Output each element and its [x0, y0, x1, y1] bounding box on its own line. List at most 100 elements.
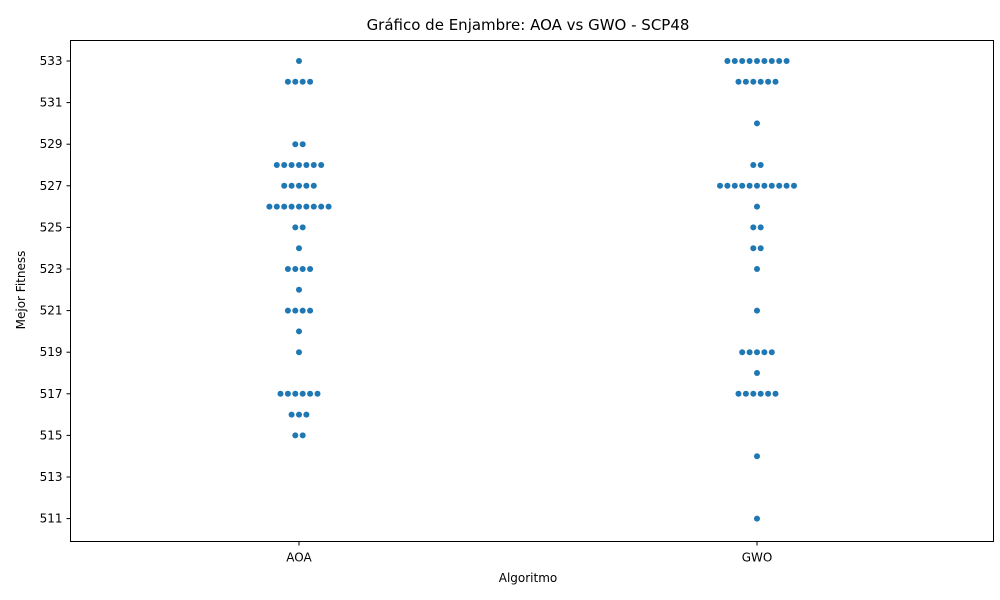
y-tick-label: 533: [40, 54, 63, 68]
data-point-gwo: [768, 182, 775, 189]
data-point-aoa: [299, 390, 306, 397]
data-point-aoa: [303, 162, 310, 168]
data-point-aoa: [284, 307, 291, 314]
data-point-aoa: [310, 203, 317, 210]
data-point-aoa: [273, 162, 280, 168]
data-point-gwo: [783, 182, 790, 189]
data-point-aoa: [296, 182, 302, 189]
data-point-aoa: [299, 78, 306, 85]
data-point-gwo: [757, 78, 764, 85]
data-point-aoa: [288, 182, 295, 189]
data-point-aoa: [296, 162, 302, 168]
data-point-aoa: [288, 411, 295, 418]
data-point-aoa: [307, 307, 314, 314]
data-point-gwo: [757, 162, 764, 168]
data-point-gwo: [754, 182, 760, 189]
data-point-aoa: [266, 203, 273, 210]
data-point-aoa: [292, 224, 299, 231]
data-point-gwo: [757, 224, 764, 231]
data-point-gwo: [761, 349, 768, 356]
data-point-gwo: [731, 58, 738, 64]
data-point-gwo: [772, 390, 779, 397]
data-point-gwo: [783, 58, 790, 64]
data-point-gwo: [739, 349, 746, 356]
data-point-gwo: [754, 453, 760, 460]
data-point-aoa: [296, 203, 302, 210]
data-point-gwo: [735, 78, 742, 85]
x-axis: AOA GWO: [286, 541, 773, 565]
data-point-gwo: [742, 390, 749, 397]
data-point-aoa: [307, 266, 314, 272]
data-point-aoa: [281, 162, 288, 168]
data-point-gwo: [754, 307, 760, 314]
y-tick-label: 525: [40, 220, 63, 234]
data-point-gwo: [750, 390, 757, 397]
data-point-aoa: [292, 390, 299, 397]
data-point-aoa: [303, 182, 310, 189]
data-point-gwo: [754, 515, 760, 522]
data-point-aoa: [299, 266, 306, 272]
data-point-gwo: [750, 224, 757, 231]
data-point-aoa: [299, 141, 306, 148]
data-point-gwo: [761, 58, 768, 64]
data-point-aoa: [273, 203, 280, 210]
data-point-gwo: [750, 245, 757, 252]
data-point-aoa: [310, 162, 317, 168]
data-point-aoa: [292, 266, 299, 272]
data-point-aoa: [288, 203, 295, 210]
y-tick-label: 523: [40, 262, 63, 276]
y-tick-label: 519: [40, 345, 63, 359]
y-axis: 511 513 515 517 519 521 523 525 527 529 531 533: [40, 54, 71, 526]
x-tick-label: GWO: [742, 551, 773, 565]
data-point-aoa: [296, 58, 302, 64]
y-tick-label: 527: [40, 179, 63, 193]
data-point-aoa: [296, 328, 302, 335]
data-point-aoa: [292, 432, 299, 439]
data-point-gwo: [754, 349, 760, 356]
data-point-gwo: [735, 390, 742, 397]
data-point-gwo: [717, 182, 723, 189]
data-point-aoa: [299, 307, 306, 314]
y-tick-label: 517: [40, 387, 63, 401]
data-point-gwo: [754, 58, 760, 64]
data-point-aoa: [292, 307, 299, 314]
data-point-gwo: [768, 58, 775, 64]
data-point-gwo: [754, 203, 760, 210]
data-point-aoa: [307, 390, 314, 397]
data-point-aoa: [310, 182, 317, 189]
y-tick-label: 521: [40, 304, 63, 318]
data-point-gwo: [724, 182, 731, 189]
data-point-aoa: [318, 203, 325, 210]
data-point-gwo: [750, 162, 757, 168]
data-point-gwo: [765, 78, 772, 85]
data-point-aoa: [296, 245, 302, 252]
data-point-aoa: [277, 390, 284, 397]
data-point-gwo: [757, 245, 764, 252]
data-point-aoa: [325, 203, 332, 210]
data-point-gwo: [772, 78, 779, 85]
data-point-gwo: [742, 78, 749, 85]
data-point-gwo: [739, 182, 746, 189]
data-point-gwo: [757, 390, 764, 397]
data-point-aoa: [292, 78, 299, 85]
x-axis-label: Algoritmo: [499, 571, 558, 585]
data-point-aoa: [318, 162, 325, 168]
y-tick-label: 515: [40, 428, 63, 442]
data-point-gwo: [765, 390, 772, 397]
y-axis-label: Mejor Fitness: [14, 251, 28, 330]
data-point-aoa: [292, 141, 299, 148]
data-point-gwo: [754, 266, 760, 272]
data-point-aoa: [299, 224, 306, 231]
data-point-gwo: [724, 58, 731, 64]
data-point-aoa: [314, 390, 321, 397]
y-tick-label: 529: [40, 137, 63, 151]
data-point-gwo: [754, 120, 760, 127]
data-point-aoa: [281, 203, 288, 210]
y-tick-label: 531: [40, 96, 63, 110]
data-point-aoa: [288, 162, 295, 168]
data-point-aoa: [284, 266, 291, 272]
data-point-gwo: [731, 182, 738, 189]
data-point-aoa: [296, 286, 302, 293]
